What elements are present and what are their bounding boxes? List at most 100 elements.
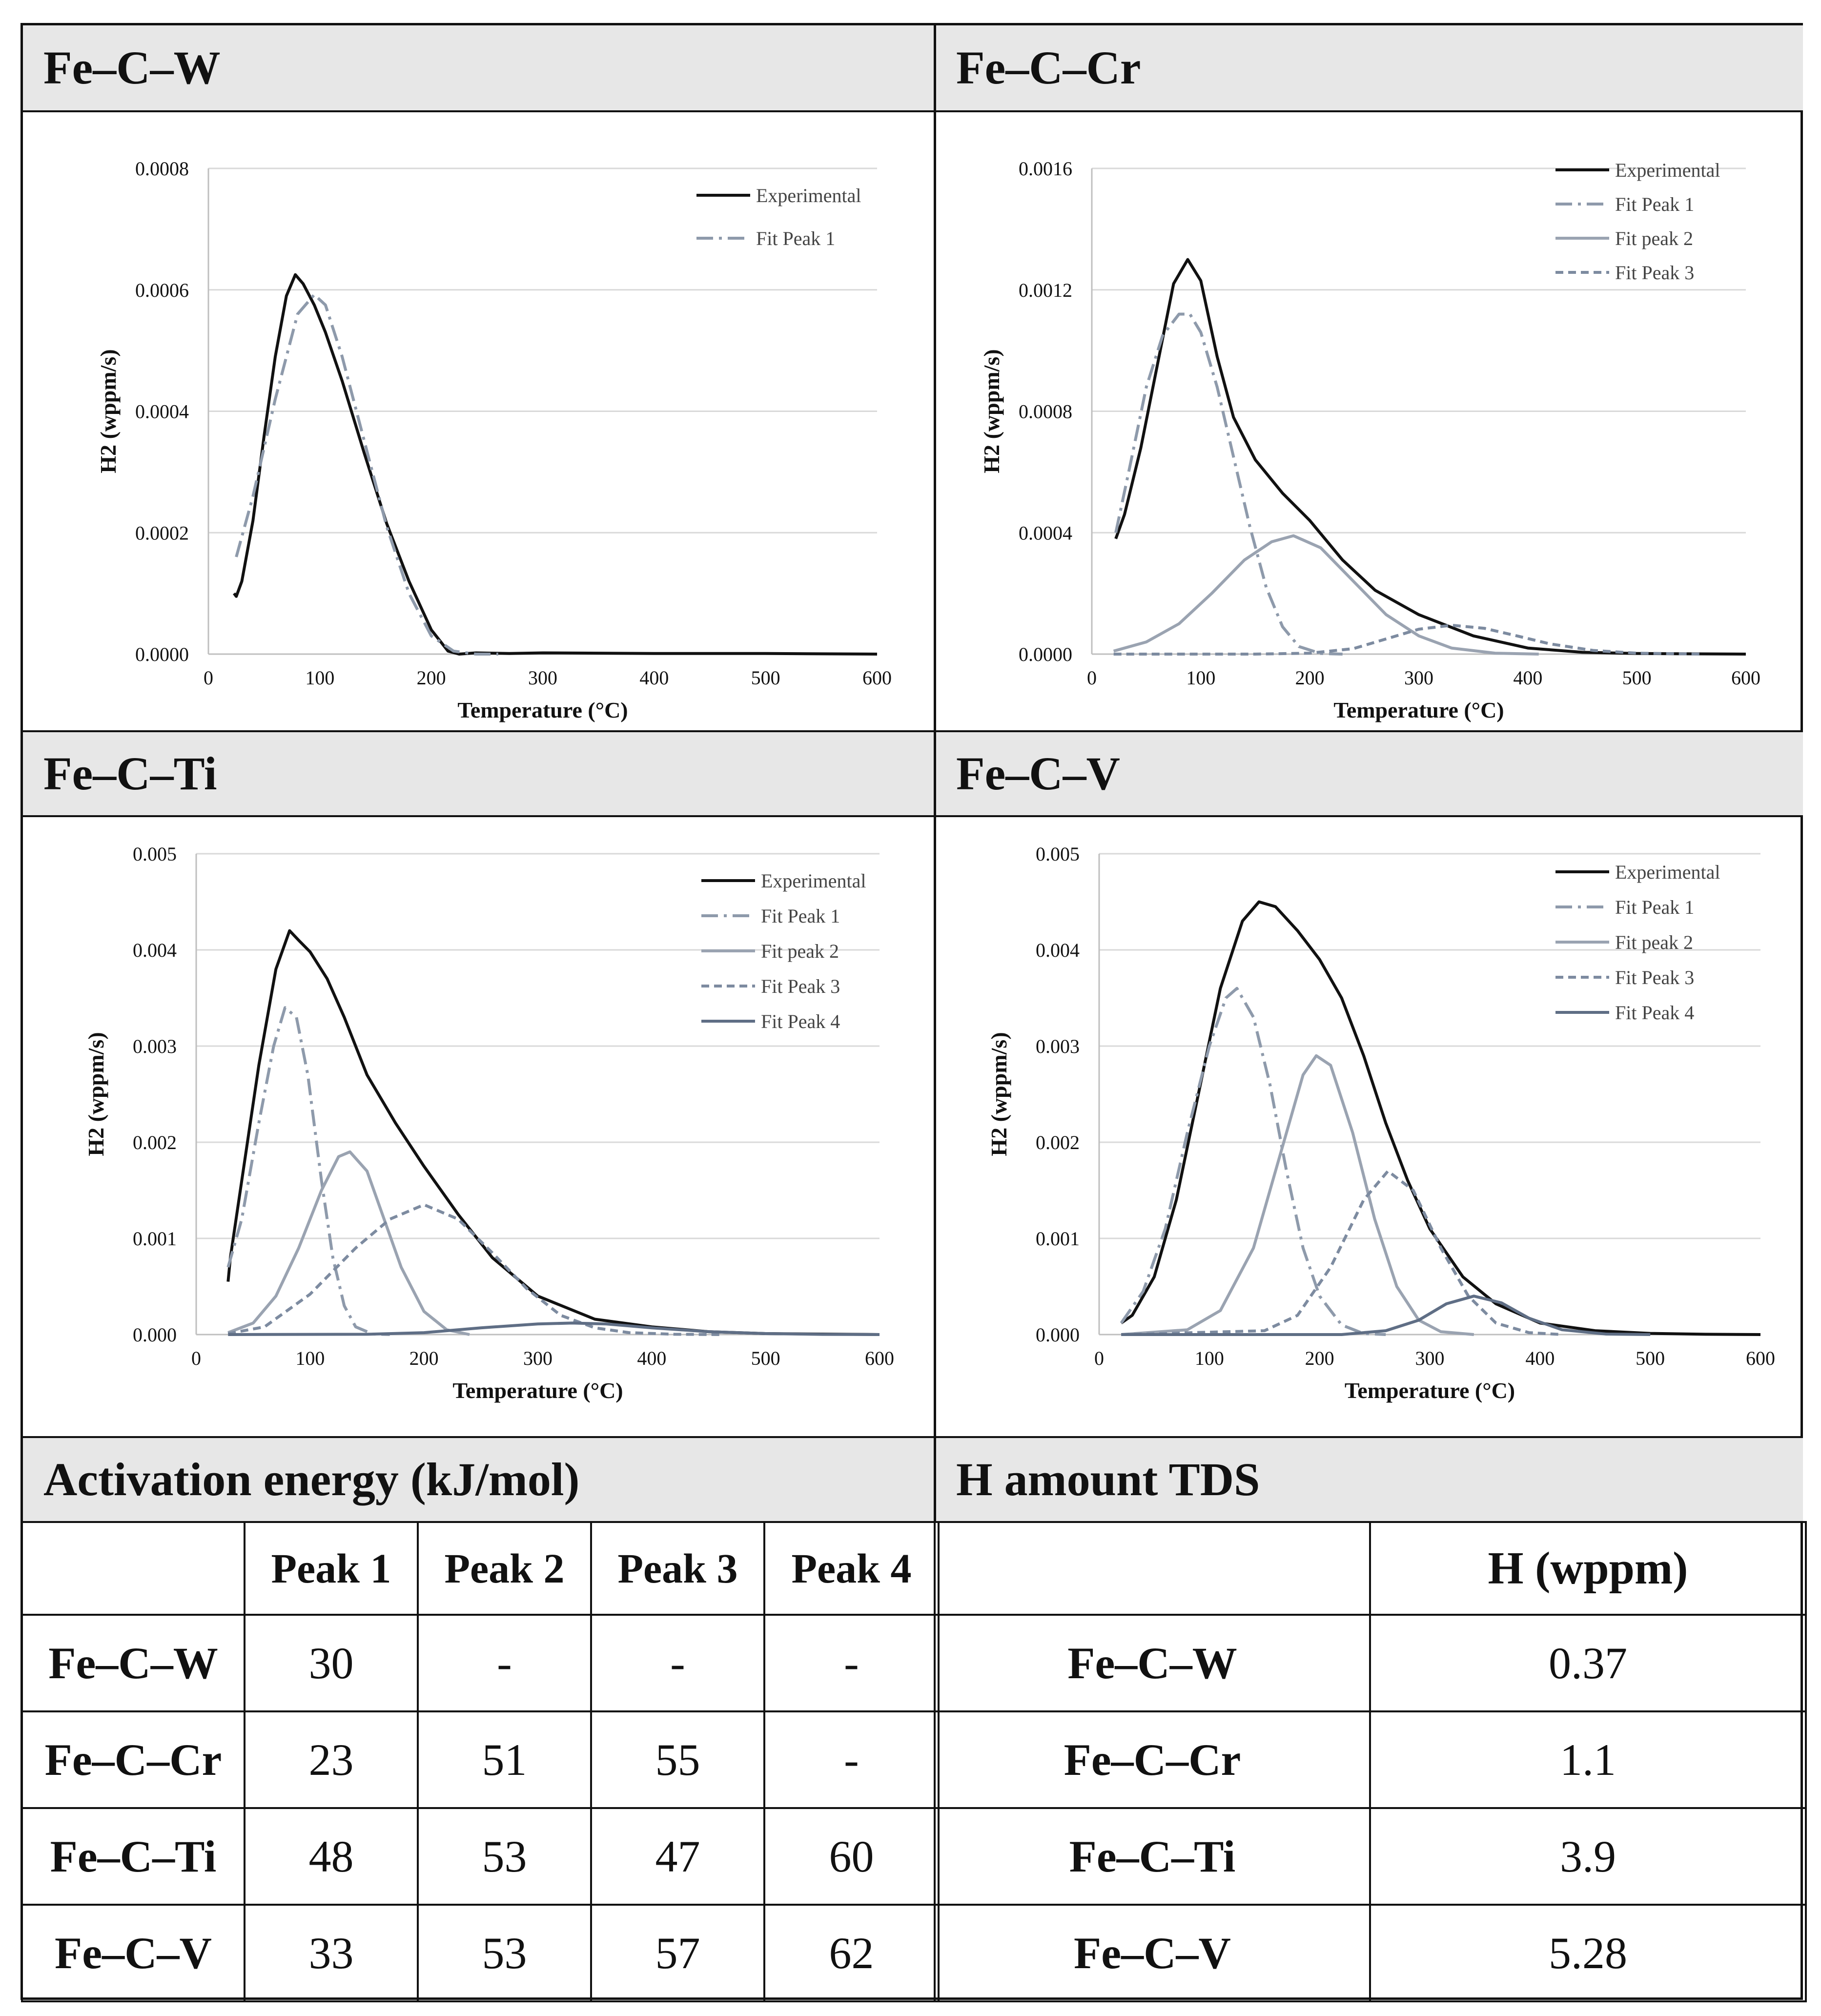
x-tick-label: 400 xyxy=(639,667,669,689)
figure-frame: Fe–C–W Fe–C–Cr 0.0000 0.0002 0.0004 0.0006 0… xyxy=(20,23,1807,2002)
h-row-label-fe-c-v: Fe–C–V xyxy=(934,1904,1371,2002)
y-tick-label: 0.0000 xyxy=(135,643,189,665)
h-amount-corner-cell xyxy=(934,1521,1371,1616)
x-tick-label: 300 xyxy=(528,667,557,689)
y-axis-title: H2 (wppm/s) xyxy=(986,1032,1011,1156)
col-header-peak-1: Peak 1 xyxy=(244,1521,419,1616)
x-tick-label: 600 xyxy=(865,1347,894,1369)
chart-cell-fe-c-ti: 0.000 0.001 0.002 0.003 0.004 0.005 0 100 200 300… xyxy=(23,817,936,1436)
chart-cell-fe-c-cr: 0.0000 0.0004 0.0008 0.0012 0.0016 0 100 200 300… xyxy=(936,112,1803,730)
legend-label: Fit Peak 4 xyxy=(761,1010,840,1032)
table-cell: 51 xyxy=(417,1710,592,1809)
x-tick-label: 100 xyxy=(1195,1347,1224,1369)
series-line-fit-peak-2 xyxy=(1113,534,1539,656)
column-divider xyxy=(934,25,936,1523)
x-tick-label: 500 xyxy=(1622,667,1652,689)
y-tick-label: 0.0002 xyxy=(135,522,189,544)
series-line-experimental xyxy=(1120,900,1761,1336)
x-tick-label: 100 xyxy=(305,667,334,689)
x-tick-label: 100 xyxy=(295,1347,325,1369)
y-tick-label: 0.003 xyxy=(1036,1035,1080,1057)
chart-cell-fe-c-w: 0.0000 0.0002 0.0004 0.0006 0.0008 0 100 200 300… xyxy=(23,112,936,730)
series-line-fit-peak-3 xyxy=(227,1203,720,1336)
series-line-fit-peak-2 xyxy=(1121,1054,1474,1336)
panel-title-fe-c-w: Fe–C–W xyxy=(23,25,936,112)
row-label-fe-c-v: Fe–C–V xyxy=(21,1904,246,2002)
y-tick-label: 0.000 xyxy=(1036,1324,1080,1346)
chart-cell-fe-c-v: 0.000 0.001 0.002 0.003 0.004 0.005 0 100 200 300… xyxy=(936,817,1803,1436)
x-tick-label: 600 xyxy=(1731,667,1760,689)
legend-label: Experimental xyxy=(1615,159,1720,181)
y-tick-label: 0.0004 xyxy=(135,401,189,423)
y-tick-label: 0.0012 xyxy=(1019,279,1072,301)
panel-title-fe-c-ti: Fe–C–Ti xyxy=(23,730,936,817)
chart-fe-c-v: 0.000 0.001 0.002 0.003 0.004 0.005 0 100 200 300… xyxy=(986,843,1775,1403)
table-cell: 1.1 xyxy=(1369,1710,1807,1809)
legend-label: Fit Peak 1 xyxy=(756,227,835,249)
series-line-experimental xyxy=(233,273,878,656)
x-tick-label: 0 xyxy=(1094,1347,1104,1369)
legend-label: Fit Peak 1 xyxy=(761,905,840,927)
chart-fe-c-w: 0.0000 0.0002 0.0004 0.0006 0.0008 0 100 200 300… xyxy=(96,158,892,722)
col-header-peak-2: Peak 2 xyxy=(417,1521,592,1616)
x-tick-label: 500 xyxy=(751,1347,780,1369)
legend-label: Fit Peak 3 xyxy=(1615,967,1694,988)
panel-title-fe-c-v: Fe–C–V xyxy=(936,730,1803,817)
y-tick-label: 0.000 xyxy=(133,1324,177,1346)
legend-label: Fit peak 2 xyxy=(1615,931,1693,953)
table-cell: 62 xyxy=(763,1904,940,2002)
row-label-fe-c-cr: Fe–C–Cr xyxy=(21,1710,246,1809)
x-tick-label: 0 xyxy=(191,1347,201,1369)
legend-label: Fit Peak 1 xyxy=(1615,896,1694,918)
series-line-experimental xyxy=(226,929,880,1336)
legend-label: Experimental xyxy=(761,870,866,892)
series-line-fit-peak-2 xyxy=(227,1150,470,1336)
series-line-fit-peak-4 xyxy=(1121,1295,1651,1336)
activation-table: Peak 1 Peak 2 Peak 3 Peak 4 Fe–C–W 30 - … xyxy=(21,1521,940,2002)
y-tick-label: 0.003 xyxy=(133,1035,177,1057)
chart-fe-c-ti: 0.000 0.001 0.002 0.003 0.004 0.005 0 100 200 300… xyxy=(83,843,894,1403)
table-cell: 53 xyxy=(417,1807,592,1906)
y-tick-label: 0.0006 xyxy=(135,279,189,301)
series-line-fit-peak-1 xyxy=(235,293,498,656)
x-axis-title: Temperature (°C) xyxy=(457,698,628,722)
y-tick-label: 0.005 xyxy=(133,843,177,865)
y-tick-label: 0.0000 xyxy=(1019,643,1072,665)
table-cell: - xyxy=(590,1614,765,1712)
table-cell: 60 xyxy=(763,1807,940,1906)
x-tick-label: 200 xyxy=(409,1347,439,1369)
x-tick-label: 200 xyxy=(417,667,446,689)
x-tick-label: 300 xyxy=(1404,667,1433,689)
y-axis-title: H2 (wppm/s) xyxy=(83,1032,108,1156)
y-tick-label: 0.001 xyxy=(1036,1228,1080,1250)
x-tick-label: 600 xyxy=(1746,1347,1775,1369)
x-tick-label: 200 xyxy=(1295,667,1325,689)
series-line-fit-peak-1 xyxy=(1114,312,1343,656)
y-tick-label: 0.0016 xyxy=(1019,158,1072,180)
series-line-fit-peak-3 xyxy=(1113,623,1702,656)
x-axis-title: Temperature (°C) xyxy=(1333,698,1504,722)
legend-label: Experimental xyxy=(1615,861,1720,883)
x-tick-label: 200 xyxy=(1305,1347,1334,1369)
x-tick-label: 400 xyxy=(1513,667,1542,689)
h-amount-table: H (wppm) Fe–C–W 0.37 Fe–C–Cr 1.1 Fe–C–Ti… xyxy=(934,1521,1807,2002)
h-row-label-fe-c-ti: Fe–C–Ti xyxy=(934,1807,1371,1906)
x-axis-title: Temperature (°C) xyxy=(452,1378,623,1403)
y-tick-label: 0.0008 xyxy=(135,158,189,180)
x-tick-label: 600 xyxy=(862,667,892,689)
y-tick-label: 0.004 xyxy=(133,939,177,961)
y-tick-label: 0.0004 xyxy=(1019,522,1072,544)
series-line-fit-peak-1 xyxy=(226,1006,390,1336)
series-line-experimental xyxy=(1114,258,1746,656)
table-cell: 33 xyxy=(244,1904,419,2002)
table-cell: 23 xyxy=(244,1710,419,1809)
table-cell: - xyxy=(763,1614,940,1712)
x-tick-label: 500 xyxy=(751,667,780,689)
col-header-h-wppm: H (wppm) xyxy=(1369,1521,1807,1616)
x-axis-title: Temperature (°C) xyxy=(1345,1378,1515,1403)
table-cell: 30 xyxy=(244,1614,419,1712)
series-line-fit-peak-4 xyxy=(228,1321,880,1336)
h-amount-table-title: H amount TDS xyxy=(936,1436,1803,1523)
series-line-fit-peak-1 xyxy=(1120,987,1386,1336)
y-tick-label: 0.001 xyxy=(133,1228,177,1250)
